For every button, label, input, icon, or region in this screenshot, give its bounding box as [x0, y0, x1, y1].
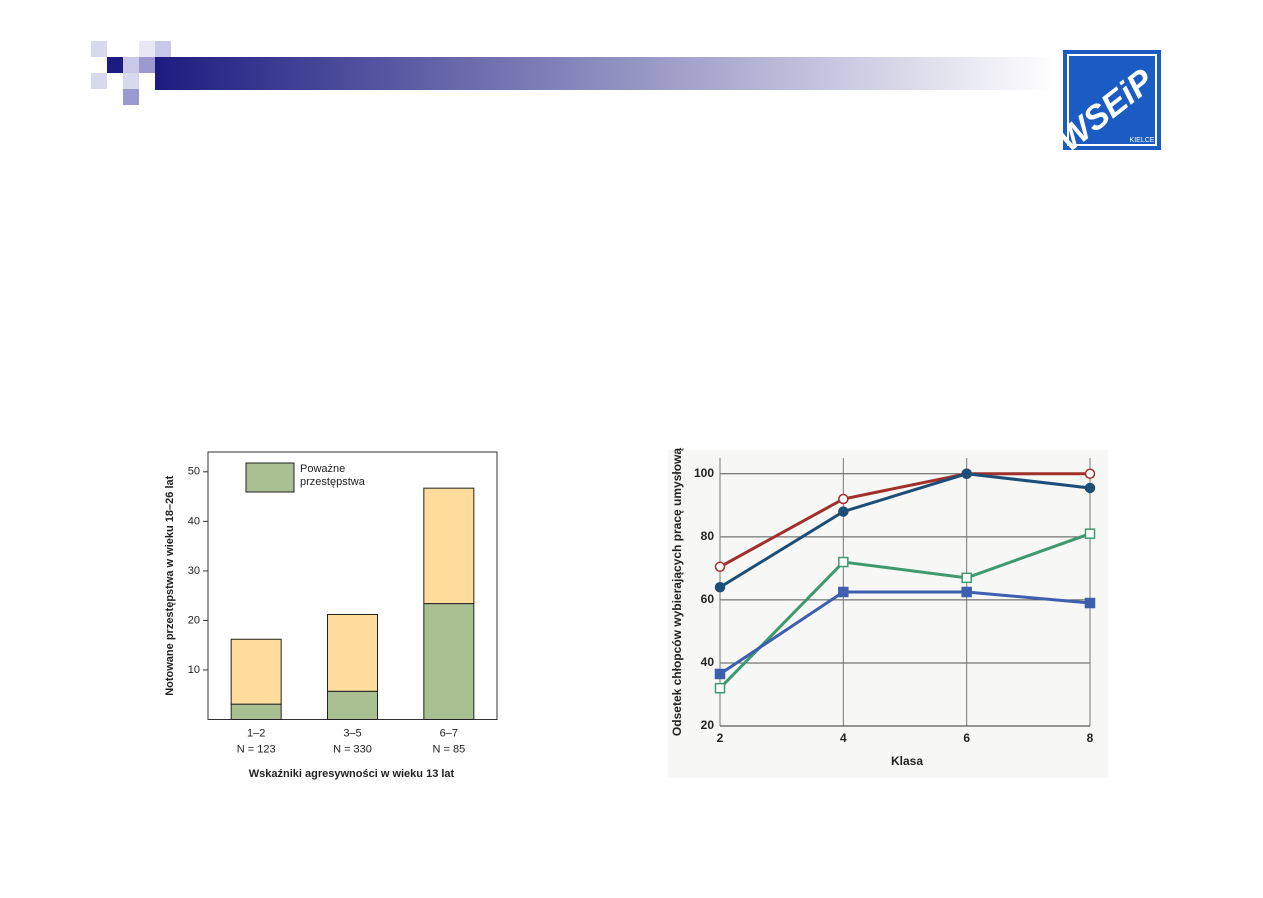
bar-segment: [423, 603, 475, 720]
n-label: N = 330: [333, 743, 372, 755]
series-line: [719, 472, 1090, 569]
y-tick-label: 80: [701, 529, 715, 543]
y-tick-label: 10: [188, 664, 200, 676]
bar-segment: [327, 690, 378, 721]
point: [1084, 528, 1096, 539]
x-tick-label: 6–7: [440, 727, 458, 739]
x-tick-label: 2: [717, 731, 724, 745]
point: [714, 561, 726, 573]
point: [1084, 482, 1096, 494]
bar-segment: [230, 638, 282, 705]
point: [838, 586, 849, 598]
x-tick-label: 6: [963, 731, 970, 745]
series-line: [718, 532, 1091, 690]
n-label: N = 123: [237, 743, 276, 755]
bar-segment: [423, 487, 475, 605]
point: [1084, 468, 1096, 480]
point: [838, 556, 849, 568]
y-tick-label: 40: [701, 655, 715, 669]
point: [961, 468, 972, 480]
series-line: [719, 472, 1091, 589]
legend-swatch: [245, 462, 295, 493]
y-tick-label: 20: [188, 614, 200, 626]
logo-city: KIELCE: [1130, 137, 1155, 144]
legend-label: Poważne przestępstwa: [300, 463, 365, 488]
point: [714, 582, 726, 593]
y-tick-label: 20: [701, 718, 715, 732]
header-decoration: [91, 41, 1055, 105]
point: [1084, 597, 1096, 609]
y-tick-label: 100: [694, 466, 714, 480]
y-tick-label: 50: [188, 466, 200, 478]
series-line: [719, 590, 1091, 676]
plot-frame: [668, 450, 1108, 778]
y-tick-label: 60: [701, 592, 715, 606]
legend-entry: Poważne przestępstwa: [300, 463, 365, 488]
bar-segment: [230, 703, 282, 720]
x-axis-label: Wskaźniki agresywności w wieku 13 lat: [249, 768, 455, 780]
point: [961, 572, 972, 584]
x-tick-label: 1–2: [247, 727, 265, 739]
point: [714, 668, 726, 680]
y-tick-label: 40: [188, 515, 200, 527]
logo: WSEiP KIELCE: [1051, 50, 1161, 159]
y-axis-label: Notowane przestępstwa w wieku 18–26 lat: [164, 475, 176, 695]
x-tick-label: 8: [1087, 731, 1094, 745]
point: [961, 586, 972, 598]
x-axis-label: Klasa: [891, 754, 923, 768]
x-tick-label: 4: [840, 731, 847, 745]
n-label: N = 85: [432, 743, 465, 755]
y-tick-label: 30: [188, 565, 200, 577]
x-tick-label: 3–5: [343, 727, 361, 739]
bar-segment: [327, 613, 378, 692]
y-axis-label: Odsetek chłopców wybierających pracę umy…: [670, 448, 684, 736]
point: [838, 506, 849, 517]
point: [838, 493, 849, 505]
point: [714, 682, 726, 694]
